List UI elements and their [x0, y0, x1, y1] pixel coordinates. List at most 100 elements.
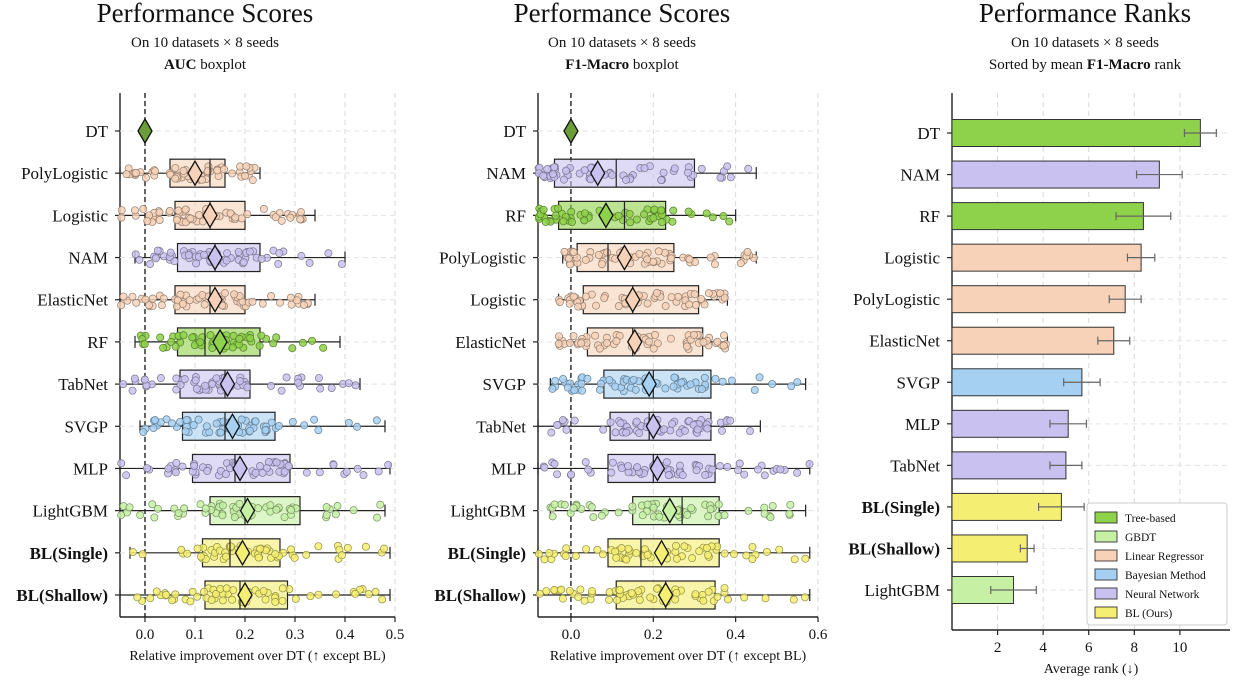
- data-point: [376, 500, 385, 509]
- data-point: [288, 344, 297, 353]
- box-row: [563, 117, 579, 145]
- data-point: [380, 544, 389, 553]
- data-point: [251, 468, 260, 477]
- data-point: [704, 512, 713, 521]
- data-point: [704, 587, 713, 596]
- data-point: [288, 417, 297, 426]
- data-point: [723, 463, 732, 471]
- data-point: [589, 513, 598, 521]
- data-point: [582, 545, 591, 554]
- y-tick-label: MLP: [73, 459, 108, 478]
- data-point: [190, 461, 199, 470]
- data-point: [640, 164, 649, 173]
- mean-marker: [649, 455, 666, 482]
- data-point: [157, 301, 166, 310]
- data-point: [314, 590, 323, 599]
- data-point: [655, 512, 664, 521]
- data-point: [563, 383, 572, 392]
- data-point: [740, 593, 749, 602]
- data-point: [171, 342, 180, 351]
- y-tick-label: TabNet: [890, 456, 940, 475]
- data-point: [178, 462, 187, 471]
- data-point: [580, 596, 589, 605]
- data-point: [597, 511, 606, 520]
- data-point: [654, 247, 663, 256]
- data-point: [720, 331, 728, 340]
- data-point: [562, 544, 571, 553]
- data-point: [165, 207, 174, 215]
- box-row: [117, 200, 316, 230]
- y-tick-label: SVGP: [897, 373, 940, 392]
- data-point: [682, 342, 691, 351]
- data-point: [316, 384, 325, 393]
- x-tick-label: 4: [1039, 640, 1047, 656]
- data-point: [664, 471, 673, 480]
- y-tick-label: BL(Single): [862, 498, 940, 517]
- data-point: [228, 169, 237, 178]
- data-point: [542, 587, 551, 595]
- data-point: [245, 247, 254, 256]
- data-point: [290, 553, 299, 562]
- data-point: [128, 386, 137, 395]
- subtitle-2-rest: boxplot: [196, 57, 246, 73]
- data-point: [267, 418, 276, 427]
- data-point: [713, 592, 722, 601]
- data-point: [183, 549, 192, 558]
- data-point: [581, 256, 590, 264]
- data-point: [319, 343, 328, 352]
- data-point: [555, 332, 563, 341]
- data-point: [729, 550, 738, 559]
- data-point: [218, 511, 227, 520]
- data-point: [702, 543, 711, 552]
- data-point: [742, 551, 751, 560]
- data-point: [130, 374, 139, 383]
- box-row: [555, 285, 729, 315]
- bar: [951, 202, 1144, 231]
- data-point: [686, 380, 695, 389]
- data-point: [302, 550, 311, 559]
- data-point: [643, 299, 652, 308]
- data-point: [143, 464, 151, 473]
- data-point: [617, 544, 626, 553]
- data-point: [193, 544, 202, 553]
- data-point: [229, 586, 238, 595]
- data-point: [701, 471, 710, 479]
- data-point: [257, 331, 266, 340]
- data-point: [305, 258, 314, 267]
- data-point: [605, 376, 614, 385]
- x-tick-label: 0.4: [336, 627, 355, 643]
- x-axis-label: Relative improvement over DT (↑ except B…: [129, 649, 386, 664]
- data-point: [606, 418, 615, 427]
- data-point: [155, 208, 164, 217]
- data-point: [565, 338, 574, 347]
- data-point: [594, 251, 603, 259]
- data-point: [174, 206, 183, 215]
- data-point: [600, 294, 609, 302]
- data-point: [535, 589, 544, 598]
- data-point: [559, 175, 568, 184]
- data-point: [567, 470, 576, 479]
- data-point: [661, 384, 670, 393]
- data-point: [207, 596, 216, 604]
- data-point: [140, 340, 149, 349]
- data-point: [776, 465, 785, 474]
- data-point: [740, 470, 749, 479]
- y-tick-label: BL(Shallow): [16, 586, 108, 605]
- data-point: [178, 299, 187, 308]
- data-point: [649, 503, 658, 512]
- data-point: [188, 333, 197, 342]
- data-point: [332, 590, 340, 599]
- data-point: [541, 217, 550, 226]
- data-point: [743, 248, 752, 256]
- box-row: [131, 242, 346, 273]
- data-point: [271, 550, 280, 559]
- data-point: [186, 214, 195, 223]
- data-point: [690, 290, 699, 299]
- data-point: [611, 428, 620, 437]
- data-point: [800, 593, 809, 602]
- data-point: [569, 504, 578, 513]
- data-point: [708, 465, 717, 474]
- data-point: [539, 171, 548, 180]
- data-point: [267, 292, 275, 301]
